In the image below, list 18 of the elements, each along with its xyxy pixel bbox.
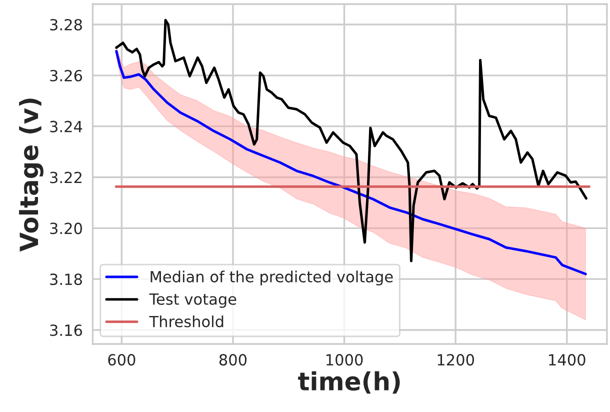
legend-label: Threshold <box>149 315 224 328</box>
x-tick-label: 1000 <box>326 354 363 366</box>
line-series <box>115 18 588 262</box>
y-tick-label: 3.24 <box>50 120 82 132</box>
y-tick-label: 3.18 <box>50 274 82 286</box>
y-tick-label: 3.22 <box>50 172 82 184</box>
x-axis-title: time(h) <box>298 371 400 394</box>
legend-label: Median of the predicted voltage <box>150 270 393 286</box>
y-axis-title: Voltage (v) <box>19 98 44 252</box>
y-tick-label: 3.20 <box>50 222 82 234</box>
x-tick-label: 600 <box>108 354 136 366</box>
x-tick-label: 1200 <box>438 354 474 366</box>
legend-label: Test votage <box>149 294 236 308</box>
x-tick-label: 800 <box>219 354 247 366</box>
y-tick-label: 3.16 <box>50 324 82 336</box>
y-tick-label: 3.26 <box>50 70 82 82</box>
y-tick-label: 3.28 <box>50 18 82 31</box>
x-tick-label: 1400 <box>549 354 586 366</box>
